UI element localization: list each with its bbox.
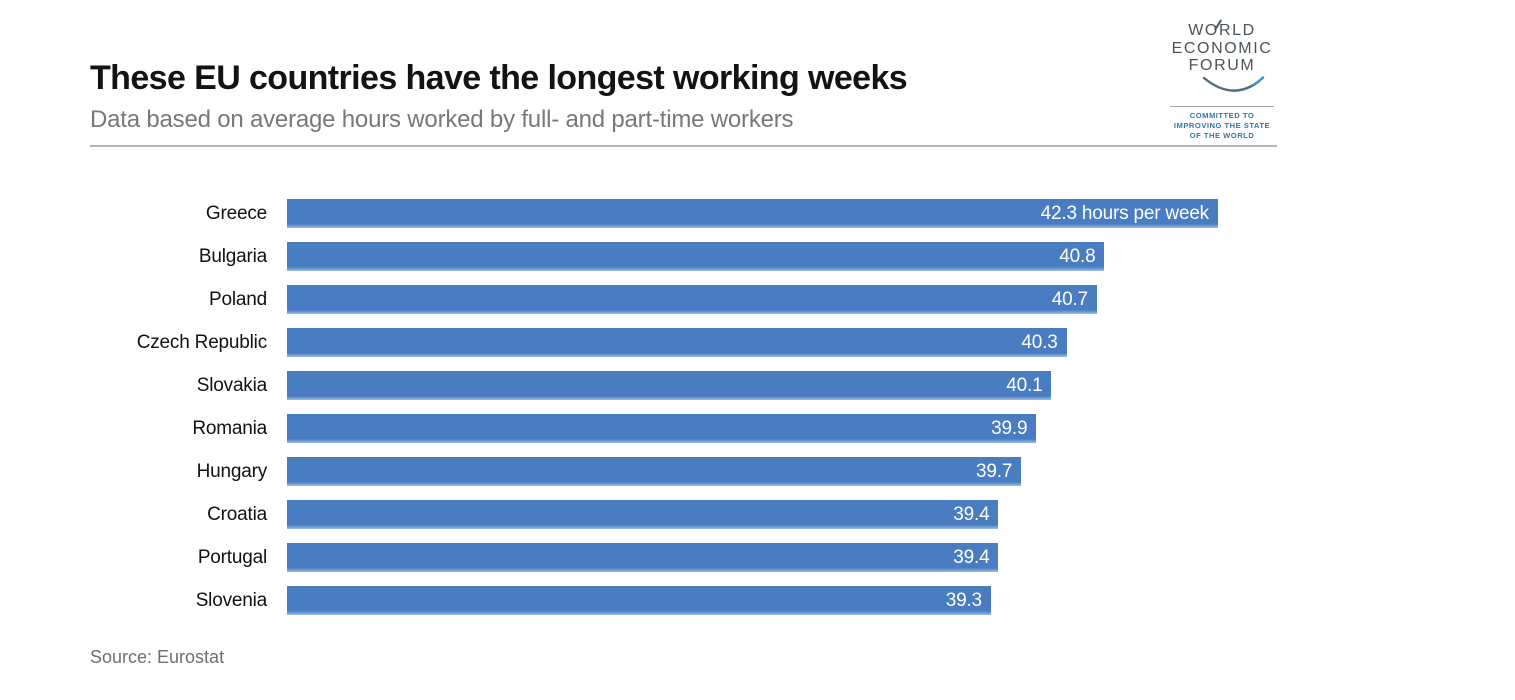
value-bar: 39.4 [287, 543, 999, 572]
page-subtitle: Data based on average hours worked by fu… [90, 106, 794, 134]
header-divider [90, 145, 1277, 147]
country-label: Czech Republic [136, 331, 267, 353]
value-bar: 40.3 [287, 328, 1067, 357]
bar-track: 39.4 [287, 500, 1218, 529]
bar-track: 39.3 [287, 586, 1218, 615]
wef-logo-word-1: WORLD [1188, 22, 1256, 39]
bar-track: 39.9 [287, 414, 1218, 443]
wef-swoosh-icon [1202, 75, 1265, 92]
country-label: Portugal [197, 546, 267, 568]
bar-track: 40.1 [287, 371, 1218, 400]
value-label: 40.3 [1021, 331, 1058, 353]
country-label: Bulgaria [198, 245, 267, 267]
value-bar: 39.7 [287, 457, 1022, 486]
bar-row: Romania 39.9 [0, 414, 1515, 443]
wef-tagline-1: COMMITTED TO [1189, 110, 1255, 120]
bar-row: Slovakia 40.1 [0, 371, 1515, 400]
page-title: These EU countries have the longest work… [90, 59, 908, 97]
bar-row: Croatia 39.4 [0, 500, 1515, 529]
country-label: Hungary [196, 460, 268, 482]
value-label: 39.4 [953, 503, 990, 525]
value-label: 40.8 [1059, 245, 1096, 267]
wef-tagline-3: OF THE WORLD [1189, 130, 1255, 140]
value-label: 39.3 [945, 589, 982, 611]
value-label: 39.7 [976, 460, 1013, 482]
bar-track: 39.7 [287, 457, 1218, 486]
country-label: Slovakia [196, 374, 267, 396]
bar-track: 40.3 [287, 328, 1218, 357]
bar-row: Hungary 39.7 [0, 457, 1515, 486]
wef-logo-word-3: FORUM [1188, 57, 1256, 74]
source-note: Source: Eurostat [90, 647, 225, 667]
bar-track: 40.7 [287, 285, 1218, 314]
wef-logo-word-2: ECONOMIC [1171, 39, 1273, 57]
country-label: Croatia [207, 503, 267, 525]
wef-logo-rule [1170, 105, 1274, 107]
bar-track: 40.8 [287, 242, 1218, 271]
bar-track: 42.3 hours per week [287, 199, 1218, 228]
value-bar: 40.7 [287, 285, 1097, 314]
value-label: 39.9 [991, 417, 1028, 439]
bar-track: 39.4 [287, 543, 1218, 572]
bar-rows: Greece 42.3 hours per week Bulgaria 40.8… [0, 199, 1515, 615]
bar-row: Czech Republic 40.3 [0, 328, 1515, 357]
value-bar: 40.1 [287, 371, 1052, 400]
country-label: Poland [209, 288, 267, 310]
bar-row: Slovenia 39.3 [0, 586, 1515, 615]
country-label: Romania [192, 417, 267, 439]
bar-row: Bulgaria 40.8 [0, 242, 1515, 271]
value-label: 42.3 hours per week [1040, 202, 1210, 224]
country-label: Slovenia [195, 589, 267, 611]
wef-tagline-2: IMPROVING THE STATE [1173, 120, 1271, 130]
wef-logo: WORLD ECONOMIC FORUM COMMITTED TO IMPROV… [1164, 19, 1280, 141]
value-bar: 40.8 [287, 242, 1105, 271]
value-label: 39.4 [953, 546, 990, 568]
country-label: Greece [205, 202, 267, 224]
value-label: 40.7 [1051, 288, 1088, 310]
bar-row: Greece 42.3 hours per week [0, 199, 1515, 228]
value-bar: 42.3 hours per week [287, 199, 1218, 228]
value-bar: 39.9 [287, 414, 1037, 443]
bar-row: Portugal 39.4 [0, 543, 1515, 572]
value-bar: 39.3 [287, 586, 991, 615]
header: These EU countries have the longest work… [90, 59, 1090, 134]
bar-chart: Greece 42.3 hours per week Bulgaria 40.8… [0, 199, 1515, 629]
bar-row: Poland 40.7 [0, 285, 1515, 314]
value-bar: 39.4 [287, 500, 999, 529]
value-label: 40.1 [1006, 374, 1043, 396]
